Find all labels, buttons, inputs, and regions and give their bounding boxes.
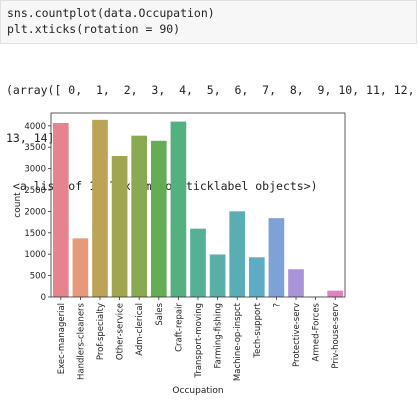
code-cell[interactable]: sns.countplot(data.Occupation) plt.xtick… [0, 0, 417, 44]
y-tick-label: 1500 [24, 229, 46, 239]
y-tick-label: 1000 [24, 250, 46, 260]
y-tick-label: 3500 [24, 143, 46, 153]
x-tick-label: Protective-serv [292, 303, 302, 367]
x-tick-label: Prof-specialty [96, 303, 106, 360]
bar-5 [150, 140, 167, 297]
bar-6 [170, 121, 187, 297]
x-tick-label: Adm-clerical [135, 303, 145, 356]
bar-11 [268, 218, 285, 297]
bar-7 [190, 228, 206, 297]
x-tick-label: Craft-repair [174, 303, 184, 352]
x-tick-label: Handlers-cleaners [76, 302, 86, 380]
bar-8 [209, 254, 226, 297]
y-tick-label: 2000 [24, 207, 46, 217]
y-tick-label: 3000 [24, 165, 46, 175]
bar-12 [288, 269, 304, 297]
x-tick-label: Farming-fishing [214, 303, 224, 368]
x-tick-label: Other-service [116, 303, 126, 360]
bar-10 [248, 257, 265, 297]
y-tick-label: 0 [41, 293, 46, 303]
x-tick-label: Priv-house-serv [331, 303, 341, 369]
bar-14 [327, 290, 344, 297]
bar-1 [72, 238, 89, 297]
bar-9 [229, 211, 246, 297]
x-tick-label: Machine-op-inspct [233, 302, 243, 381]
output-line-1: (array([ 0, 1, 2, 3, 4, 5, 6, 7, 8, 9, 1… [6, 83, 415, 97]
y-axis-label: count [13, 192, 23, 218]
x-axis-label: Occupation [172, 386, 223, 396]
bar-4 [131, 135, 148, 297]
x-tick-label: Exec-managerial [57, 303, 67, 374]
bar-2 [92, 119, 108, 297]
x-tick-label: Sales [155, 302, 165, 325]
code-line-2[interactable]: plt.xticks(rotation = 90) [7, 22, 181, 36]
bar-3 [111, 156, 128, 297]
x-tick-label: Armed-Forces [312, 302, 322, 361]
x-tick-label: Transport-moving [194, 303, 204, 379]
y-tick-label: 2500 [24, 186, 46, 196]
y-tick-label: 500 [30, 272, 46, 282]
x-tick-label: ? [272, 303, 282, 308]
plot-frame [50, 112, 346, 298]
y-tick-label: 4000 [24, 122, 46, 132]
code-line-1[interactable]: sns.countplot(data.Occupation) [7, 6, 215, 20]
bar-0 [52, 123, 69, 297]
x-tick-label: Tech-support [253, 302, 263, 358]
